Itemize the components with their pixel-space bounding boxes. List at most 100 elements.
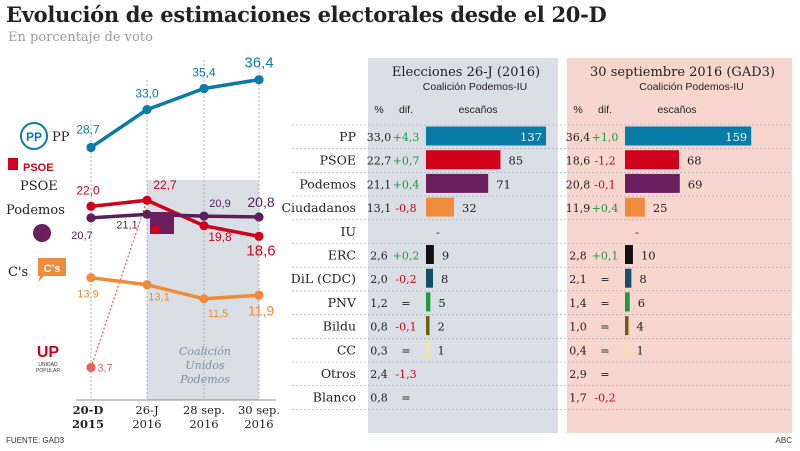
data-label: 19,8 (208, 230, 232, 244)
cs-logo-text: C's (44, 263, 61, 275)
panel-subtitle: Coalición Podemos-IU (423, 81, 527, 93)
pct-value: 0,3 (370, 344, 388, 357)
data-point (86, 273, 96, 283)
series-line-psoe (90, 198, 260, 239)
panel-background (368, 58, 558, 433)
seats-label: 1 (438, 343, 445, 357)
seats-bar (625, 268, 632, 288)
chart-subtitle: En porcentaje de voto (8, 30, 153, 45)
dif-value: = (401, 392, 410, 405)
seats-label: 9 (442, 249, 449, 263)
seats-label: 68 (687, 154, 702, 168)
seats-bar (426, 245, 434, 264)
party-name: CC (337, 342, 356, 357)
x-tick-label: 2016 (244, 417, 273, 431)
seats-label: 5 (438, 296, 445, 310)
data-label: 11,5 (208, 308, 229, 320)
party-name: PP (339, 129, 356, 144)
seats-label: 159 (725, 130, 747, 144)
seats-label: 10 (641, 249, 656, 263)
party-name: ERC (328, 248, 356, 263)
panel-title: Elecciones 26-J (2016) (392, 65, 540, 80)
party-name: PSOE (320, 153, 356, 168)
data-point (142, 105, 152, 115)
seats-label: - (436, 225, 440, 239)
data-point (199, 211, 209, 221)
seats-label: 25 (653, 201, 668, 215)
seats-bar (625, 245, 633, 264)
dif-value: -1,2 (594, 155, 615, 168)
dif-value: -0,1 (395, 321, 416, 334)
pct-value: 20,8 (566, 178, 591, 191)
data-point (254, 75, 264, 85)
seats-label: 6 (638, 296, 645, 310)
seats-label: 85 (508, 154, 523, 168)
data-label: 20,7 (71, 230, 92, 242)
pct-value: 1,0 (569, 321, 587, 334)
legend-label-podemos: Podemos (6, 203, 65, 218)
psoe-rose-icon (8, 158, 18, 170)
data-point (199, 294, 209, 304)
x-tick-label: 2016 (189, 417, 218, 431)
seats-bar (426, 173, 489, 193)
seats-bar (625, 292, 630, 312)
dif-value: = (401, 344, 410, 357)
data-label: 11,9 (248, 302, 274, 318)
pct-value: 2,1 (569, 273, 587, 286)
dif-value: -1,3 (395, 368, 416, 381)
pp-logo-text: PP (26, 130, 42, 144)
data-point (199, 221, 209, 231)
seats-bar (625, 150, 679, 170)
column-header: dif. (598, 104, 612, 116)
column-header: % (374, 104, 383, 116)
up-logo: UP (37, 344, 60, 361)
seats-bar (625, 173, 680, 193)
dif-value: +0,1 (592, 250, 619, 263)
x-tick-label: 28 sep. (183, 403, 225, 417)
legend-label-cs: C's (8, 265, 28, 280)
up-logo-caption: POPULAR (36, 368, 60, 374)
data-point (199, 83, 209, 94)
dif-value: = (401, 297, 410, 310)
dif-value: -0,1 (594, 178, 615, 191)
party-name: PNV (328, 295, 357, 310)
data-label: 28,7 (76, 122, 100, 136)
dif-value: +4,3 (393, 131, 420, 144)
x-tick-label: 2016 (132, 417, 161, 431)
party-name: Ciudadanos (281, 200, 356, 215)
party-name: Otros (321, 366, 356, 381)
data-label: 20,9 (209, 198, 230, 210)
seats-bar (426, 292, 431, 312)
column-header: escaños (458, 104, 497, 116)
data-point (254, 290, 264, 300)
pct-value: 1,2 (370, 297, 388, 310)
seats-bar (625, 316, 629, 336)
pct-value: 0,8 (370, 392, 388, 405)
seats-label: 8 (639, 272, 646, 286)
up-logo-caption: UNIDAD (38, 362, 58, 368)
series-line-podemos (90, 212, 260, 220)
pct-value: 2,9 (569, 368, 587, 381)
pct-value: 0,4 (569, 344, 587, 357)
dif-value: +0,7 (393, 155, 420, 168)
dif-value: +0,4 (393, 178, 420, 191)
dif-value: +0,4 (592, 202, 619, 215)
legend-label-pp: PP (52, 130, 70, 145)
dif-value: -0,2 (395, 273, 416, 286)
pct-value: 2,4 (370, 368, 388, 381)
seats-bar (426, 126, 546, 146)
brand-label: ABC (775, 436, 792, 445)
party-name: Blanco (313, 390, 356, 405)
pct-value: 36,4 (566, 131, 591, 144)
seats-label: 69 (688, 177, 703, 191)
coalition-logo-mark (152, 226, 159, 233)
data-point (254, 231, 264, 241)
x-tick-label: 30 sep. (238, 403, 280, 417)
party-name: IU (341, 224, 356, 239)
dif-value: = (600, 297, 609, 310)
dif-value: = (600, 368, 609, 381)
pct-value: 1,7 (569, 392, 587, 405)
seats-bar (625, 126, 752, 146)
up-connector (90, 200, 148, 368)
